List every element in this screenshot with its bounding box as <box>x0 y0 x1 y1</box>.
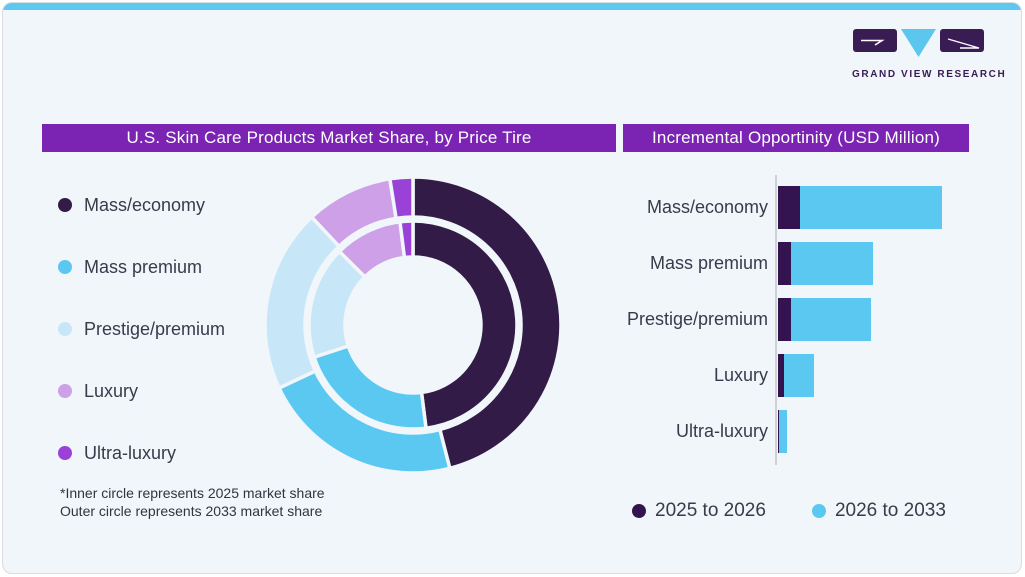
bar-segment-2026-to-2033 <box>791 298 871 341</box>
bar-track <box>778 298 871 341</box>
legend-label: 2026 to 2033 <box>834 500 946 521</box>
donut-segment-outer-ultra-luxury <box>387 175 415 221</box>
donut-segment-inner-ultra-luxury <box>398 219 415 260</box>
legend-dot <box>811 504 826 518</box>
legend-label: Ultra-luxury <box>84 442 177 463</box>
top-accent-strip <box>3 3 1021 10</box>
gvr-logo-icon <box>853 29 984 57</box>
bar-segment-2026-to-2033 <box>784 354 814 397</box>
bar-category-label: Prestige/premium <box>626 309 768 329</box>
legend-label: 2025 to 2026 <box>655 500 766 521</box>
grand-view-research-logo: GRAND VIEW RESEARCH <box>852 27 1007 80</box>
legend-dot <box>632 504 646 518</box>
legend-item-mass-premium: Mass premium <box>58 252 225 282</box>
bar-segment-2026-to-2033 <box>779 410 787 453</box>
bar-row-mass-economy: Mass/economy <box>620 186 1020 229</box>
legend-item-luxury: Luxury <box>58 376 225 406</box>
left-panel-title: U.S. Skin Care Products Market Share, by… <box>42 124 616 152</box>
bar-category-label: Luxury <box>713 365 768 385</box>
bottom-legend-item-2026-to-2033: 2026 to 2033 <box>811 500 946 522</box>
legend-label: Prestige/premium <box>84 318 226 339</box>
bar-segment-2025-to-2026 <box>778 298 791 341</box>
legend-label: Luxury <box>84 380 139 401</box>
bar-category-label: Mass premium <box>649 253 768 273</box>
right-panel-title: Incremental Opportinity (USD Million) <box>623 124 969 152</box>
donut-segment-inner-mass-economy <box>411 219 519 431</box>
legend-dot <box>58 322 72 336</box>
bar-track <box>778 186 942 229</box>
bar-category-label: Ultra-luxury <box>675 421 768 441</box>
bar-track <box>778 242 873 285</box>
bar-row-mass-premium: Mass premium <box>620 242 1020 285</box>
bar-chart-axis-line <box>775 175 777 465</box>
footnote-line1: *Inner circle represents 2025 market sha… <box>60 485 325 501</box>
bar-row-luxury: Luxury <box>620 354 1020 397</box>
legend-dot <box>58 384 72 398</box>
donut-footnote: *Inner circle represents 2025 market sha… <box>60 484 325 520</box>
logo-wordmark: GRAND VIEW RESEARCH <box>852 69 1007 80</box>
bar-track <box>778 354 814 397</box>
bar-segment-2025-to-2026 <box>778 242 791 285</box>
bar-chart: Mass/economy Mass premium Prestige/premium… <box>620 186 1020 466</box>
bar-chart-legend: 2025 to 2026 2026 to 2033 <box>632 500 946 522</box>
bar-category-label: Mass/economy <box>646 197 768 217</box>
legend-dot <box>58 260 72 274</box>
donut-chart-svg <box>263 175 563 475</box>
bar-segment-2026-to-2033 <box>800 186 942 229</box>
bottom-legend-item-2025-to-2026: 2025 to 2026 <box>632 500 766 522</box>
bar-segment-2025-to-2026 <box>778 410 779 453</box>
donut-chart <box>258 170 568 480</box>
donut-segment-outer-mass-economy <box>411 175 563 471</box>
donut-legend: Mass/economy Mass premium Prestige/premium… <box>58 190 225 500</box>
legend-label: Mass premium <box>84 256 203 277</box>
legend-item-ultra-luxury: Ultra-luxury <box>58 438 225 468</box>
legend-item-mass-economy: Mass/economy <box>58 190 225 220</box>
bar-segment-2025-to-2026 <box>778 354 784 397</box>
legend-item-prestige-premium: Prestige/premium <box>58 314 225 344</box>
legend-dot <box>58 446 72 460</box>
legend-dot <box>58 198 72 212</box>
bar-row-ultra-luxury: Ultra-luxury <box>620 410 1020 453</box>
legend-label: Mass/economy <box>84 194 206 215</box>
footnote-line2: Outer circle represents 2033 market shar… <box>60 503 323 519</box>
bar-segment-2026-to-2033 <box>791 242 873 285</box>
bar-segment-2025-to-2026 <box>778 186 800 229</box>
bar-track <box>778 410 787 453</box>
bar-row-prestige-premium: Prestige/premium <box>620 298 1020 341</box>
